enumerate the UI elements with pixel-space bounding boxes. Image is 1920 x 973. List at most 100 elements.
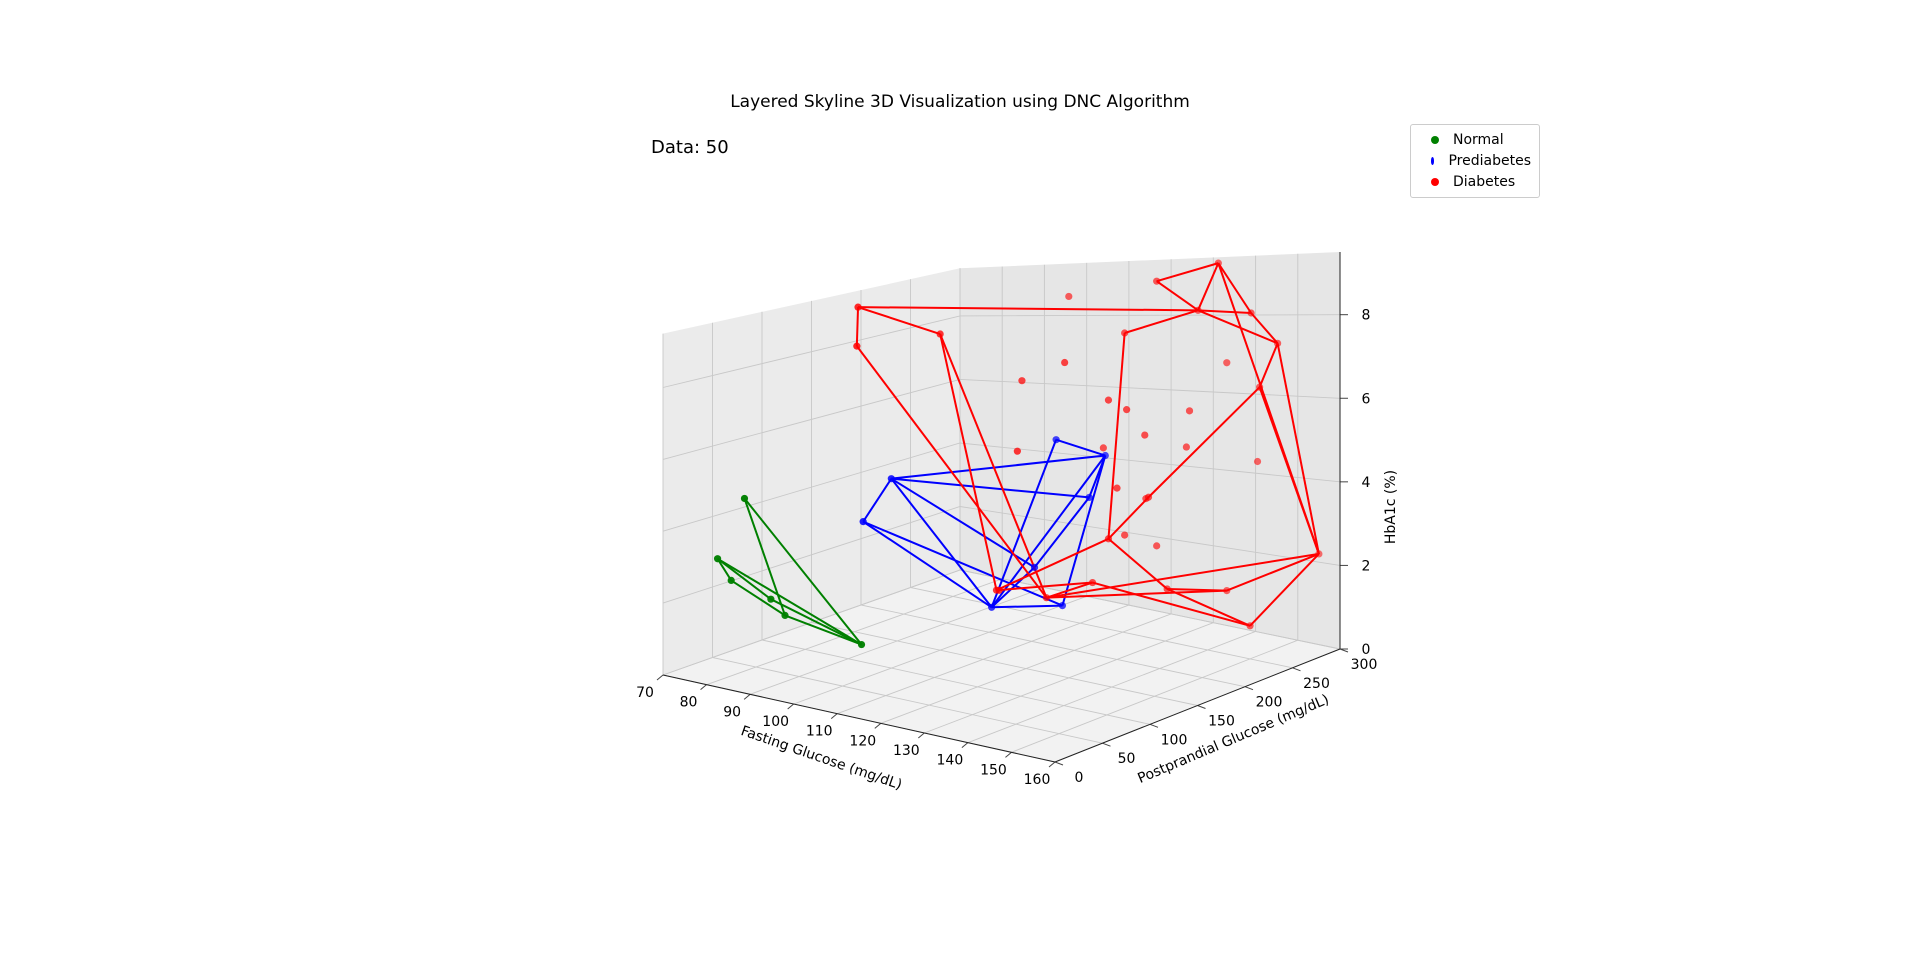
data-point-diabetes xyxy=(936,330,944,338)
z-tick-label: 2 xyxy=(1362,558,1371,574)
skyline-edge-prediabetes xyxy=(891,454,1106,480)
skyline-edge-normal xyxy=(716,558,733,581)
data-point-diabetes xyxy=(1121,329,1129,337)
data-point-diabetes xyxy=(1223,586,1231,595)
z-tick-label: 0 xyxy=(1362,642,1371,658)
skyline-edge-diabetes xyxy=(1107,332,1126,539)
x-tick xyxy=(1005,751,1012,758)
y-tick-label: 0 xyxy=(1075,770,1084,786)
x-tick-label: 160 xyxy=(1024,772,1051,788)
skyline-edge-diabetes xyxy=(1276,343,1320,555)
x-tick xyxy=(1048,761,1056,768)
z-gridline xyxy=(662,378,1341,460)
x-tick xyxy=(700,684,707,691)
legend-marker-normal xyxy=(1431,135,1439,144)
skyline-edge-diabetes xyxy=(996,537,1109,592)
skyline-edge-diabetes xyxy=(1258,342,1279,388)
x-tick-label: 150 xyxy=(980,762,1007,778)
skyline-edge-normal xyxy=(743,498,786,616)
skyline-edge-diabetes xyxy=(996,581,1093,592)
skyline-edge-diabetes xyxy=(1107,538,1168,590)
data-point-prediabetes xyxy=(1058,601,1067,610)
data-point-diabetes xyxy=(1042,594,1051,602)
skyline-edge-diabetes xyxy=(855,307,860,347)
skyline-edge-prediabetes xyxy=(890,477,1036,569)
legend-label-normal: Normal xyxy=(1453,131,1504,148)
legend-label-prediabetes: Prediabetes xyxy=(1448,152,1531,169)
data-point-normal xyxy=(857,640,866,649)
data-point-diabetes xyxy=(1247,309,1255,317)
skyline-edge-prediabetes xyxy=(1061,455,1107,606)
skyline-edge-diabetes xyxy=(1197,262,1220,311)
data-point-diabetes xyxy=(1104,535,1113,543)
data-point-diabetes xyxy=(1018,377,1026,385)
skyline-edge-diabetes xyxy=(1226,552,1320,592)
skyline-edge-diabetes xyxy=(1147,386,1261,498)
legend-label-diabetes: Diabetes xyxy=(1453,173,1516,190)
data-point-diabetes xyxy=(1142,495,1150,503)
data-point-diabetes xyxy=(1185,407,1194,415)
chart-title: Layered Skyline 3D Visualization using D… xyxy=(730,92,1190,112)
skyline-edge-prediabetes xyxy=(990,439,1058,608)
skyline-edge-normal xyxy=(730,579,786,617)
data-point-diabetes xyxy=(1246,622,1254,630)
skyline-edge-normal xyxy=(784,614,862,646)
x-tick xyxy=(918,732,925,739)
skyline-edge-diabetes xyxy=(939,333,998,591)
y-tick-label: 50 xyxy=(1118,751,1136,767)
x-tick-label: 90 xyxy=(723,704,741,720)
data-point-normal xyxy=(740,494,749,503)
x-axis-line xyxy=(662,674,1056,763)
x-tick xyxy=(830,713,838,720)
skyline-edge-prediabetes xyxy=(862,520,1063,607)
data-point-normal xyxy=(727,576,735,585)
data-point-diabetes xyxy=(1061,358,1069,367)
data-point-diabetes xyxy=(1253,457,1262,466)
skyline-edge-diabetes xyxy=(858,306,1199,312)
z-tick-label: 4 xyxy=(1362,475,1371,491)
skyline-edge-diabetes xyxy=(1167,587,1227,592)
data-point-diabetes xyxy=(1088,578,1097,587)
skyline-edge-diabetes xyxy=(1156,280,1199,312)
skyline-edge-diabetes xyxy=(1217,262,1252,314)
data-point-normal xyxy=(767,595,775,603)
skyline-edge-diabetes xyxy=(857,306,941,335)
data-point-diabetes xyxy=(1256,383,1264,391)
data-point-diabetes xyxy=(1121,531,1129,539)
z-gridline xyxy=(662,314,1341,388)
data-point-diabetes xyxy=(1153,542,1161,550)
x-tick-label: 140 xyxy=(937,753,964,769)
skyline-edge-prediabetes xyxy=(890,478,993,608)
data-point-prediabetes xyxy=(988,603,996,611)
data-point-diabetes xyxy=(1194,306,1202,314)
data-point-diabetes xyxy=(1182,443,1190,451)
back-pane xyxy=(960,252,1340,649)
data-point-diabetes xyxy=(853,342,861,350)
x-tick-label: 100 xyxy=(762,714,789,730)
data-point-prediabetes xyxy=(1052,436,1060,444)
legend-marker-prediabetes xyxy=(1431,156,1435,165)
legend-item-diabetes: Diabetes xyxy=(1419,171,1531,192)
skyline-edge-diabetes xyxy=(856,345,1048,599)
legend: Normal Prediabetes Diabetes xyxy=(1410,124,1540,198)
x-tick xyxy=(787,703,794,710)
z-axis-label: HbA1c (%) xyxy=(1383,470,1399,544)
skyline-edge-diabetes xyxy=(1046,581,1093,599)
skyline-edge-diabetes xyxy=(939,333,1048,599)
skyline-edge-diabetes xyxy=(1250,312,1279,344)
data-point-diabetes xyxy=(854,303,862,311)
data-point-diabetes xyxy=(1113,484,1121,492)
skyline-edge-diabetes xyxy=(1156,262,1219,283)
data-point-diabetes xyxy=(1099,444,1107,452)
data-count-annotation: Data: 50 xyxy=(651,137,729,158)
data-point-diabetes xyxy=(995,586,1003,594)
skyline-edge-normal xyxy=(743,497,863,646)
data-point-prediabetes xyxy=(1101,451,1109,460)
data-point-diabetes xyxy=(1065,292,1073,301)
skyline-edge-diabetes xyxy=(1166,588,1251,627)
y-tick-label: 100 xyxy=(1161,732,1188,748)
skyline-edge-diabetes xyxy=(1249,553,1320,627)
data-point-normal xyxy=(781,611,789,619)
